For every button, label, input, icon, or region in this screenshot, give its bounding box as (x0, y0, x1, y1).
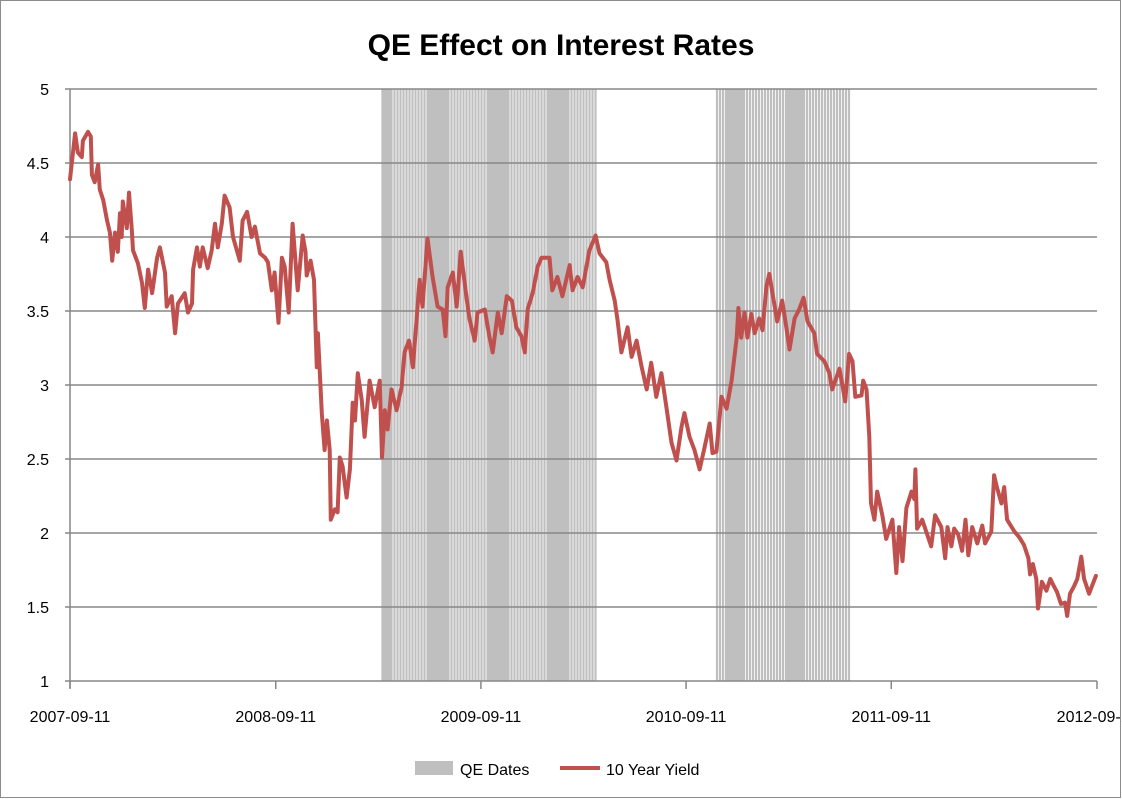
y-tick-label: 3 (40, 378, 49, 395)
legend-label-qe-dates: QE Dates (460, 762, 529, 779)
y-axis: 1 1.5 2 2.5 3 3.5 4 4.5 5 (27, 82, 71, 691)
legend: QE Dates 10 Year Yield (415, 761, 699, 779)
gridlines (65, 88, 1097, 682)
y-tick-label: 1 (40, 674, 49, 691)
y-tick-label: 2 (40, 526, 49, 543)
y-tick-label: 5 (40, 82, 49, 99)
series-10-year-yield (68, 129, 1098, 618)
x-tick-label: 2012-09-11 (1057, 709, 1122, 726)
y-tick-label: 2.5 (27, 452, 49, 469)
chart-title: QE Effect on Interest Rates (368, 29, 755, 62)
x-tick-label: 2011-09-11 (852, 709, 932, 726)
legend-label-10-year-yield: 10 Year Yield (606, 762, 699, 779)
x-tick-label: 2007-09-11 (30, 709, 111, 726)
x-axis: 2007-09-11 2008-09-11 2009-09-11 2010-09-11… (30, 681, 1122, 726)
y-tick-label: 1.5 (27, 600, 49, 617)
legend-swatch-qe-dates (415, 761, 453, 775)
y-tick-label: 4.5 (27, 156, 49, 173)
x-tick-label: 2009-09-11 (441, 709, 522, 726)
y-tick-label: 3.5 (27, 304, 49, 321)
y-tick-label: 4 (40, 230, 49, 247)
x-tick-label: 2008-09-11 (235, 709, 316, 726)
x-tick-label: 2010-09-11 (646, 709, 727, 726)
